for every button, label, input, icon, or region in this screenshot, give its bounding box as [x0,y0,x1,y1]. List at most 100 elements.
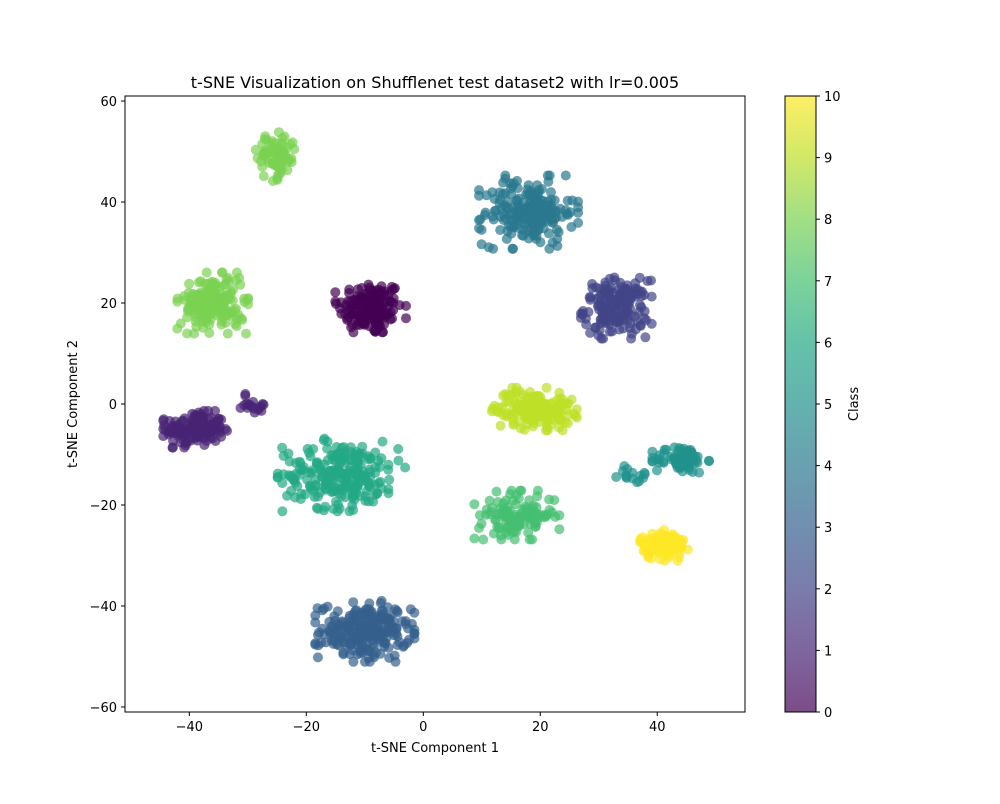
y-tick-label: 40 [100,196,117,211]
data-point [382,602,393,613]
data-point [669,543,680,554]
data-point [474,510,485,521]
data-point [282,490,293,501]
data-point [347,319,358,330]
data-point [489,193,500,204]
data-point [352,472,363,483]
data-point [539,509,550,520]
data-point [546,187,556,198]
data-point [573,217,584,228]
data-point [635,320,646,331]
data-point [230,318,241,329]
data-point [636,291,647,302]
data-point [216,414,227,425]
x-axis-ticks: −40 −20 0 20 40 [176,712,666,735]
data-point [557,425,568,436]
data-point [338,649,349,660]
data-point [501,411,512,422]
colorbar-tick-label: 5 [824,398,832,413]
data-point [652,539,663,550]
data-point [393,455,404,466]
data-point [360,656,370,667]
data-point [507,243,518,254]
data-point [552,395,563,405]
data-point [342,305,353,316]
data-point [200,317,211,328]
data-point [358,641,369,652]
data-point [549,495,560,506]
data-point [380,621,391,632]
data-point [277,133,288,144]
data-point [491,486,502,497]
colorbar-tick-label: 0 [824,706,832,721]
data-point [474,215,484,226]
data-point [494,523,505,534]
plot-frame [124,95,746,713]
data-point [365,617,376,628]
data-point [158,414,169,425]
data-point [563,409,574,420]
data-point [375,612,386,623]
data-point [498,177,509,188]
data-point [498,390,509,401]
data-point [525,508,536,519]
data-point [672,462,683,473]
data-point [573,202,584,213]
data-point [357,441,368,452]
data-point [694,467,705,478]
data-point [495,420,506,431]
y-tick-label: 60 [100,95,117,110]
data-point [634,272,645,283]
x-axis-label: t-SNE Component 1 [371,741,499,756]
data-point [613,285,624,296]
data-point [488,214,499,225]
data-point [563,398,574,409]
data-point [500,515,511,526]
data-point [235,279,246,290]
data-point [354,312,365,323]
data-point [316,465,327,476]
data-point [383,459,394,470]
data-point [198,292,209,303]
data-point [331,442,342,452]
data-point [248,396,259,407]
data-point [327,471,338,482]
y-tick-label: −40 [90,600,117,615]
data-point [636,302,647,313]
data-point [352,291,363,302]
data-point [655,554,666,565]
data-point [609,272,620,283]
data-point [496,534,507,545]
data-point [308,444,319,454]
data-point [619,301,630,311]
data-point [507,527,518,538]
data-point [610,294,621,305]
data-point [524,495,535,506]
data-point [310,639,321,650]
data-point [183,287,194,298]
data-point [684,447,695,458]
data-point [172,430,183,441]
data-point [257,161,268,172]
data-point [652,465,662,476]
data-point [497,402,508,413]
data-point [571,412,582,423]
data-point [485,509,495,520]
data-point [506,485,517,496]
data-point [330,287,341,298]
colorbar [785,96,816,712]
colorbar-label: Class [847,387,862,421]
data-point [344,638,355,649]
data-point [501,233,512,244]
data-point [204,328,215,338]
data-point [474,190,484,201]
data-point [370,326,381,337]
data-point [222,328,233,339]
data-point [332,463,343,474]
scatter-points [158,127,714,667]
colorbar-tick-label: 9 [824,152,832,167]
data-point [331,496,341,507]
data-point [220,317,231,328]
data-point [318,435,329,446]
data-point [365,453,376,464]
